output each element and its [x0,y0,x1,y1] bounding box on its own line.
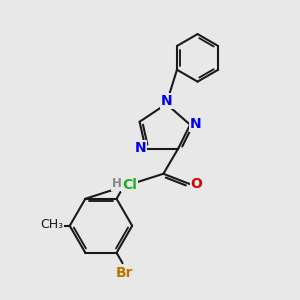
Text: CH₃: CH₃ [40,218,63,230]
Text: N: N [161,94,173,108]
Text: N: N [122,177,134,190]
Text: O: O [191,177,203,191]
Text: H: H [112,177,122,190]
Text: N: N [134,141,146,155]
Text: Br: Br [116,266,134,280]
Text: N: N [190,117,201,131]
Text: Cl: Cl [123,178,137,192]
